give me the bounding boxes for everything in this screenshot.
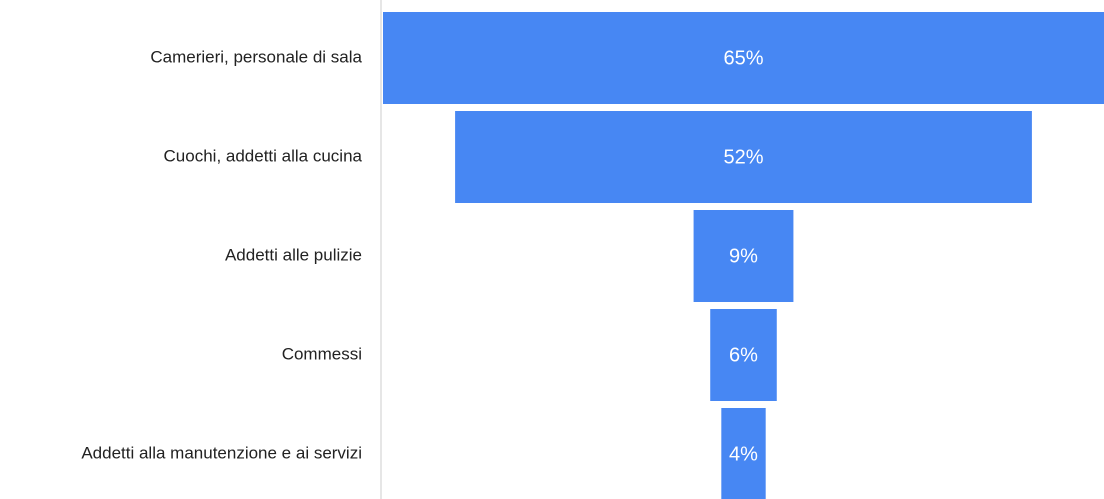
value-label: 52% [723,146,763,168]
funnel-bar [455,111,1032,203]
funnel-bar [721,408,766,499]
category-label: Cuochi, addetti alla cucina [164,146,363,165]
category-label: Addetti alle pulizie [225,245,362,264]
value-label: 4% [729,443,758,465]
funnel-bar [710,309,777,401]
funnel-bar [383,12,1104,104]
funnel-bar [693,210,794,302]
category-label: Camerieri, personale di sala [150,47,362,66]
value-label: 65% [723,47,763,69]
value-label: 6% [729,344,758,366]
category-label: Commessi [282,344,362,363]
value-label: 9% [729,245,758,267]
category-label: Addetti alla manutenzione e ai servizi [81,443,362,462]
